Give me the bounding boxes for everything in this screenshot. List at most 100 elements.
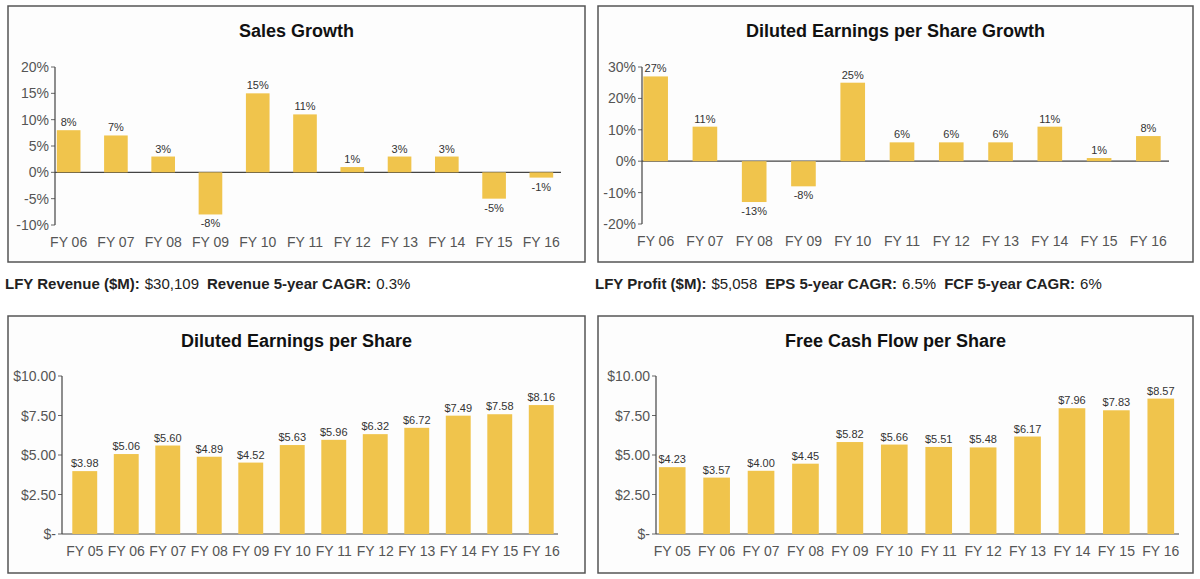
bar (114, 454, 139, 534)
x-tick-label: FY 10 (876, 543, 913, 559)
data-label: 3% (439, 143, 455, 155)
x-tick-label: FY 16 (1142, 543, 1179, 559)
x-tick-label: FY 10 (274, 543, 311, 559)
chart-title: Diluted Earnings per Share (181, 331, 412, 351)
y-tick-label: -20% (603, 216, 636, 232)
summary-label: LFY Profit ($M): (595, 275, 706, 292)
x-tick-label: FY 16 (523, 234, 560, 250)
y-tick-label: $2.50 (21, 487, 56, 503)
y-tick-label: $2.50 (615, 487, 650, 503)
data-label: 7% (108, 121, 124, 133)
baseline (656, 533, 1179, 534)
chart-title: Sales Growth (239, 21, 354, 41)
data-label: -13% (741, 205, 767, 217)
y-axis-line (61, 376, 62, 534)
data-label: 3% (392, 143, 408, 155)
data-label: $6.17 (1014, 423, 1042, 435)
bar (57, 130, 81, 172)
chart-title: Diluted Earnings per Share Growth (746, 21, 1045, 41)
bar (939, 142, 964, 161)
bar (321, 440, 346, 534)
panel-frame (598, 6, 1193, 262)
data-label: $8.57 (1147, 385, 1175, 397)
bar (363, 434, 388, 534)
bar (151, 157, 175, 173)
data-label: $4.00 (747, 457, 775, 469)
y-tick-label: $10.00 (607, 368, 650, 384)
data-label: -5% (484, 202, 504, 214)
bar (703, 478, 730, 534)
y-tick-label: $5.00 (21, 447, 56, 463)
bar (988, 142, 1013, 161)
y-tick-label: 30% (608, 59, 636, 75)
bar (1103, 410, 1130, 534)
x-tick-label: FY 15 (1081, 233, 1118, 249)
bar (1059, 408, 1086, 534)
data-label: $5.96 (320, 426, 348, 438)
bar (837, 442, 864, 534)
bar (529, 405, 554, 534)
x-tick-label: FY 07 (97, 234, 134, 250)
bar (155, 446, 180, 534)
bar (659, 467, 686, 534)
chart-panel: Diluted Earnings per Share Growth-20%-10… (595, 6, 1193, 292)
data-label: 1% (1091, 144, 1107, 156)
data-label: $7.96 (1058, 394, 1086, 406)
bars (643, 76, 1160, 202)
x-tick-label: FY 07 (149, 543, 186, 559)
x-tick-label: FY 06 (698, 543, 735, 559)
bars (57, 93, 553, 214)
y-tick-label: $7.50 (21, 408, 56, 424)
x-tick-label: FY 12 (933, 233, 970, 249)
bar (280, 445, 305, 534)
x-tick-label: FY 08 (191, 543, 228, 559)
y-tick-label: 15% (21, 85, 49, 101)
y-tick-label: 10% (21, 112, 49, 128)
data-label: 8% (61, 116, 77, 128)
data-label: -8% (201, 217, 221, 229)
bar (246, 93, 270, 172)
chart-panel: Free Cash Flow per Share$-$2.50$5.00$7.5… (598, 316, 1193, 573)
data-label: $4.23 (658, 453, 686, 465)
bar (970, 447, 997, 534)
y-tick-label: -5% (24, 191, 49, 207)
x-tick-label: FY 08 (736, 233, 773, 249)
y-tick-label: $5.00 (615, 447, 650, 463)
x-tick-label: FY 14 (1031, 233, 1068, 249)
bar (487, 414, 512, 534)
bar (293, 114, 317, 172)
x-tick-label: FY 11 (921, 543, 957, 559)
data-label: $3.57 (703, 464, 731, 476)
summary-value: 0.3% (376, 275, 410, 292)
y-tick-label: 10% (608, 122, 636, 138)
x-tick-label: FY 11 (316, 543, 352, 559)
x-tick-label: FY 09 (192, 234, 229, 250)
data-label: 6% (993, 128, 1009, 140)
bar (197, 457, 222, 534)
y-axis-line (54, 67, 55, 225)
data-label: $5.06 (112, 440, 140, 452)
x-tick-label: FY 15 (481, 543, 518, 559)
bar (340, 167, 364, 172)
y-tick-label: 20% (21, 59, 49, 75)
x-tick-label: FY 15 (476, 234, 513, 250)
summary-label: EPS 5-year CAGR: (765, 275, 897, 292)
x-tick-label: FY 13 (398, 543, 435, 559)
bar (435, 157, 459, 173)
x-tick-label: FY 08 (787, 543, 824, 559)
bar (881, 445, 908, 534)
bar (925, 447, 952, 534)
x-tick-label: FY 10 (239, 234, 276, 250)
data-label: $5.48 (969, 433, 997, 445)
summary-line: LFY Profit ($M):$5,058EPS 5-year CAGR:6.… (595, 275, 1102, 292)
chart-panel: Diluted Earnings per Share$-$2.50$5.00$7… (8, 316, 585, 573)
x-tick-label: FY 08 (145, 234, 182, 250)
x-tick-label: FY 11 (884, 233, 920, 249)
x-tick-label: FY 09 (831, 543, 868, 559)
summary-line: LFY Revenue ($M):$30,109Revenue 5-year C… (5, 275, 410, 292)
data-label: $5.63 (278, 431, 306, 443)
bar (530, 172, 554, 177)
y-tick-label: -10% (16, 217, 49, 233)
y-tick-label: 0% (29, 164, 49, 180)
bar (792, 464, 819, 534)
